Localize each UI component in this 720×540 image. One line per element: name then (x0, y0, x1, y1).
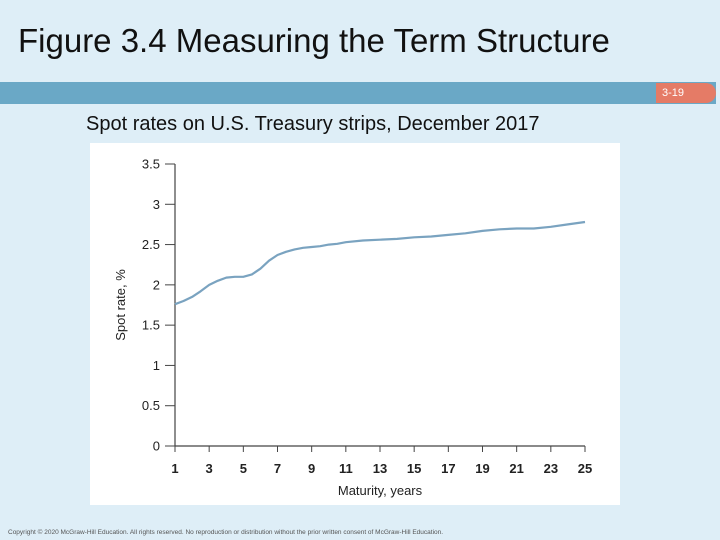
x-tick-label: 13 (373, 461, 387, 476)
y-tick-label: 1.5 (142, 318, 160, 333)
y-tick-label: 3 (153, 197, 160, 212)
chart-subtitle: Spot rates on U.S. Treasury strips, Dece… (86, 113, 540, 135)
x-tick-label: 3 (206, 461, 213, 476)
y-tick-label: 0 (153, 439, 160, 454)
y-tick-label: 2 (153, 277, 160, 292)
y-axis-ticks: 0 0.5 1 1.5 2 2.5 3 3.5 (142, 157, 175, 454)
x-tick-label: 9 (308, 461, 315, 476)
x-tick-label: 11 (339, 461, 353, 476)
x-tick-label: 15 (407, 461, 421, 476)
y-tick-label: 2.5 (142, 237, 160, 252)
y-tick-label: 0.5 (142, 398, 160, 413)
slide-title: Figure 3.4 Measuring the Term Structure (18, 22, 610, 59)
x-tick-label: 21 (509, 461, 523, 476)
x-tick-label: 5 (240, 461, 247, 476)
x-tick-label: 25 (578, 461, 592, 476)
y-tick-label: 1 (153, 358, 160, 373)
x-tick-label: 23 (544, 461, 558, 476)
x-tick-label: 1 (171, 461, 178, 476)
y-axis-label: Spot rate, % (113, 269, 128, 341)
chart-panel: 0 0.5 1 1.5 2 2.5 3 3.5 1 3 5 7 9 11 13 15 17 19 21 23 25 M… (90, 143, 620, 505)
copyright-notice: Copyright © 2020 McGraw-Hill Education. … (8, 529, 444, 536)
spot-rate-chart: 00.511.522.533.5 1 3 5 7 9 11 13 15 17 19 21 23 25 M… (113, 157, 592, 499)
x-tick-label: 19 (475, 461, 489, 476)
x-axis-label: Maturity, years (338, 483, 423, 498)
x-tick-label: 7 (274, 461, 281, 476)
page-number-badge: 3-19 (656, 83, 716, 103)
y-tick-label: 3.5 (142, 157, 160, 172)
spot-rate-series-line (174, 220, 586, 306)
x-axis-ticks: 1 3 5 7 9 11 13 15 17 19 21 23 25 (171, 446, 592, 476)
x-tick-label: 17 (441, 461, 455, 476)
title-bar (0, 82, 716, 104)
